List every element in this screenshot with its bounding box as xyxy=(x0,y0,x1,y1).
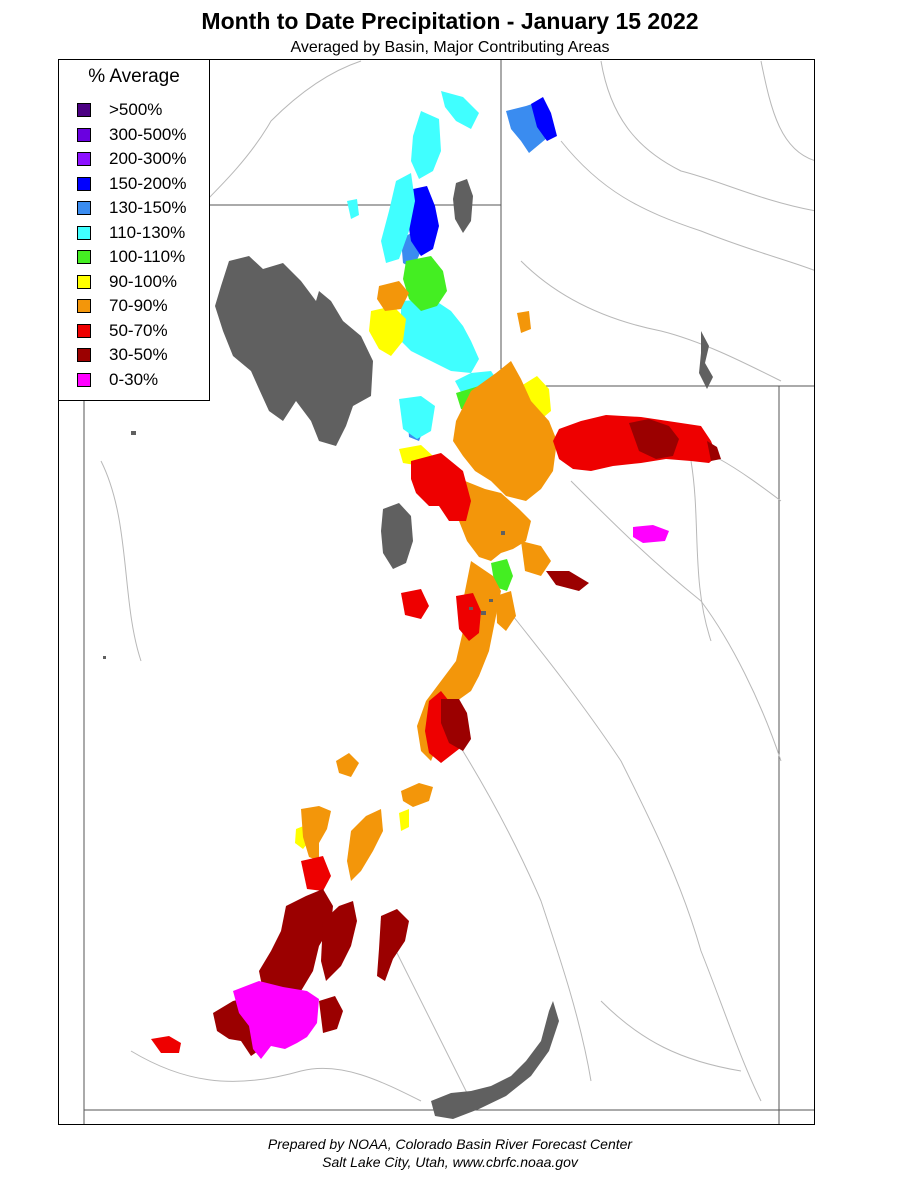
credit-line-1: Prepared by NOAA, Colorado Basin River F… xyxy=(267,1136,633,1152)
legend-swatch xyxy=(77,201,91,215)
legend-label: 110-130% xyxy=(109,222,186,242)
legend-title: % Average xyxy=(88,66,180,87)
legend-item: 50-70% xyxy=(77,321,207,343)
water-bodies xyxy=(215,179,713,1119)
legend-swatch xyxy=(77,250,91,264)
map-canvas xyxy=(59,60,814,1124)
legend-box: % Average >500% 300-500% 200-300% 150-200% 1… xyxy=(58,59,210,401)
legend-swatch xyxy=(77,274,91,289)
legend-item: 0-30% xyxy=(77,370,207,392)
legend-swatch xyxy=(77,225,91,240)
basin-0-30 xyxy=(233,525,669,1059)
legend-item: >500% xyxy=(77,100,207,122)
legend-swatch xyxy=(77,176,91,191)
legend-label: 100-110% xyxy=(109,247,186,266)
legend-label: 150-200% xyxy=(109,173,187,193)
legend-swatch xyxy=(77,299,91,313)
legend-item: 100-110% xyxy=(77,247,207,269)
legend-label: 50-70% xyxy=(109,320,168,340)
legend-swatch xyxy=(77,323,91,338)
legend-item: 110-130% xyxy=(77,223,207,245)
legend-swatch xyxy=(77,152,91,166)
legend-swatch xyxy=(77,372,91,387)
legend-label: 30-50% xyxy=(109,345,168,364)
legend-label: 130-150% xyxy=(109,198,187,217)
utah-lake xyxy=(381,503,413,569)
legend-item: 70-90% xyxy=(77,296,207,318)
bear-lake xyxy=(453,179,473,233)
basin-150-200 xyxy=(407,97,557,256)
legend-label: 300-500% xyxy=(109,124,187,144)
flaming-gorge xyxy=(699,331,713,389)
legend-swatch xyxy=(77,103,91,117)
basin-110-130 xyxy=(347,91,499,439)
small-reservoirs xyxy=(103,431,505,659)
legend-label: 200-300% xyxy=(109,149,187,168)
legend-label: 90-100% xyxy=(109,271,178,291)
precipitation-map xyxy=(58,59,815,1125)
legend-label: >500% xyxy=(109,100,163,119)
great-salt-lake xyxy=(215,256,373,446)
legend-label: 70-90% xyxy=(109,296,168,315)
legend-item: 130-150% xyxy=(77,198,207,220)
credit-line-2: Salt Lake City, Utah, www.cbrfc.noaa.gov xyxy=(322,1154,578,1170)
legend-swatch xyxy=(77,127,91,142)
legend-item: 200-300% xyxy=(77,149,207,171)
legend-swatch xyxy=(77,348,91,362)
map-subtitle: Averaged by Basin, Major Contributing Ar… xyxy=(290,39,610,56)
legend-label: 0-30% xyxy=(109,369,159,389)
basin-50-70 xyxy=(151,415,717,1053)
legend-item: 30-50% xyxy=(77,345,207,367)
basin-90-100 xyxy=(295,306,551,849)
legend-item: 150-200% xyxy=(77,174,207,196)
legend-item: 90-100% xyxy=(77,272,207,294)
legend-item: 300-500% xyxy=(77,125,207,147)
lake-powell xyxy=(431,1001,559,1119)
map-title: Month to Date Precipitation - January 15… xyxy=(201,8,699,34)
